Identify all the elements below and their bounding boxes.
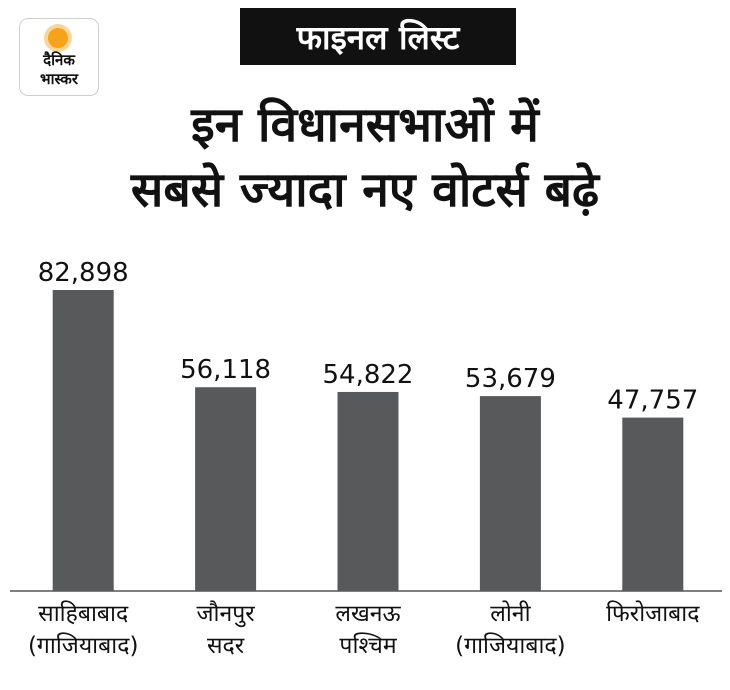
category-line1: साहिबाबाद: [38, 601, 129, 627]
category-label: लोनी (गाजियाबाद): [435, 598, 585, 662]
data-label: 56,118: [180, 355, 271, 385]
data-label: 53,679: [465, 364, 556, 394]
data-label: 82,898: [38, 258, 129, 288]
data-label: 47,757: [607, 386, 698, 416]
bar: [479, 396, 541, 591]
category-line1: लोनी: [490, 601, 531, 627]
headline-line1: इन विधानसभाओं में: [191, 97, 539, 153]
category-line2: सदर: [207, 633, 245, 659]
final-list-tag: फाइनल लिस्ट: [240, 8, 516, 65]
bar: [337, 391, 399, 591]
category-label: फिरोजाबाद: [578, 598, 728, 630]
data-label: 54,822: [323, 360, 414, 390]
bar: [622, 417, 684, 591]
category-line1: फिरोजाबाद: [606, 601, 700, 627]
category-label: जौनपुर सदर: [151, 598, 301, 662]
bar: [52, 290, 114, 591]
sun-icon: [48, 28, 68, 48]
category-line1: जौनपुर: [196, 601, 255, 627]
logo-line1: दैनिक: [43, 51, 75, 69]
headline-line2: सबसे ज्यादा नए वोटर्स बढ़े: [130, 162, 600, 218]
category-line2: पश्चिम: [339, 633, 397, 659]
category-label: लखनऊ पश्चिम: [293, 598, 443, 662]
category-line1: लखनऊ: [335, 601, 401, 627]
category-label: साहिबाबाद (गाजियाबाद): [8, 598, 158, 662]
dainik-bhaskar-logo: दैनिक भास्कर: [19, 18, 99, 96]
logo-line2: भास्कर: [40, 70, 78, 88]
category-line2: (गाजियाबाद): [455, 633, 566, 659]
bar: [195, 387, 257, 591]
category-line2: (गाजियाबाद): [27, 633, 139, 659]
